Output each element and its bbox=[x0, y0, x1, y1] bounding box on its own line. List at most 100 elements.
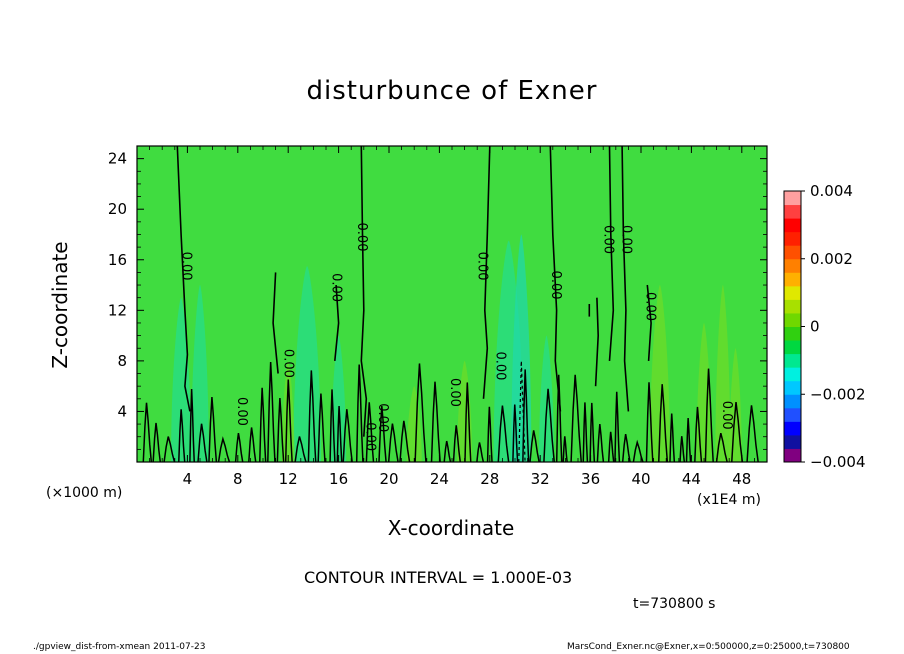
x-tick-label: 24 bbox=[430, 470, 449, 488]
y-tick-label: 24 bbox=[108, 150, 127, 168]
contour-line bbox=[549, 145, 562, 412]
x-axis-label-text: X-coordinate bbox=[387, 516, 515, 540]
contour-line bbox=[562, 436, 568, 463]
x-tick-label: 20 bbox=[379, 470, 398, 488]
contour-line bbox=[399, 420, 411, 463]
colorbar-tick-label: 0.004 bbox=[810, 182, 853, 200]
contour-line bbox=[329, 389, 336, 463]
contour-line bbox=[163, 436, 176, 463]
contour-line bbox=[555, 374, 563, 463]
contour-line bbox=[248, 427, 257, 463]
contour-label: 0.00 bbox=[363, 422, 378, 451]
contour-line bbox=[594, 297, 600, 387]
contour-line bbox=[307, 370, 317, 463]
contour-label: 0.00 bbox=[375, 403, 390, 432]
contour-line bbox=[336, 405, 343, 463]
colorbar-swatch bbox=[784, 367, 801, 382]
colorbar-swatch bbox=[784, 434, 801, 449]
contour-label: 0.00 bbox=[601, 225, 616, 254]
contour-line bbox=[197, 423, 208, 463]
contour-line bbox=[217, 436, 231, 463]
colorbar-tick-label: 0.002 bbox=[810, 250, 853, 268]
colorbar-swatch bbox=[784, 353, 801, 368]
contour-line bbox=[189, 388, 195, 463]
contour-line bbox=[365, 402, 375, 463]
contour-line bbox=[607, 431, 615, 463]
contour-line bbox=[152, 422, 162, 463]
contour-line bbox=[259, 387, 267, 463]
x-tick-label: 12 bbox=[279, 470, 298, 488]
colorbar-swatch bbox=[784, 258, 801, 273]
colorbar-swatch bbox=[784, 326, 801, 341]
contour-line bbox=[657, 384, 669, 463]
x-tick-label: 28 bbox=[480, 470, 499, 488]
contour-line bbox=[731, 401, 744, 463]
contour-line bbox=[486, 406, 493, 463]
contour-line bbox=[679, 436, 686, 463]
contour-line bbox=[342, 409, 353, 463]
contour-line bbox=[430, 381, 441, 463]
contour-line bbox=[646, 284, 652, 361]
field-plume bbox=[715, 285, 731, 462]
contour-line bbox=[685, 418, 692, 463]
contour-line bbox=[360, 145, 368, 437]
contour-line bbox=[621, 145, 630, 412]
contour-line bbox=[414, 363, 427, 463]
contour-line bbox=[746, 405, 759, 463]
contour-line bbox=[669, 413, 676, 463]
contour-label: 0.00 bbox=[234, 397, 249, 426]
contour-label: 0.00 bbox=[354, 223, 369, 252]
contour-lines bbox=[142, 145, 759, 463]
contour-line bbox=[208, 396, 218, 463]
contour-label: 0.00 bbox=[548, 271, 563, 300]
chart-title: disturbunce of Exner bbox=[306, 76, 598, 106]
colorbar-swatch bbox=[784, 231, 801, 246]
contour-line bbox=[272, 272, 279, 374]
colorbar-swatch bbox=[784, 312, 801, 327]
contour-label: 0.00 bbox=[618, 225, 633, 254]
contour-line bbox=[543, 388, 556, 463]
contour-line bbox=[355, 364, 364, 463]
footer-right: MarsCond_Exner.nc@Exner,x=0:500000,z=0:2… bbox=[567, 642, 850, 652]
contour-line bbox=[317, 393, 326, 463]
contour-line bbox=[596, 424, 605, 463]
contour-label: 0.00 bbox=[179, 252, 194, 281]
x-tick-label: 4 bbox=[183, 470, 193, 488]
contour-line bbox=[267, 362, 276, 463]
contour-line bbox=[464, 382, 472, 463]
contour-line bbox=[294, 436, 307, 463]
colorbar-tick-label: −0.004 bbox=[810, 453, 866, 471]
contour-line bbox=[378, 405, 387, 463]
contour-line bbox=[694, 406, 703, 463]
contour-line bbox=[704, 368, 714, 463]
contour-line bbox=[234, 432, 244, 463]
y-tick-label: 8 bbox=[117, 352, 127, 370]
colorbar-swatch bbox=[784, 407, 801, 422]
colorbar-swatch bbox=[784, 191, 801, 206]
colorbar-swatch bbox=[784, 340, 801, 355]
contour-line bbox=[176, 145, 191, 412]
colorbar-swatch bbox=[784, 204, 801, 219]
contour-label: 0.00 bbox=[642, 292, 657, 321]
colorbar-swatch bbox=[784, 218, 801, 233]
field-plume bbox=[191, 285, 209, 462]
colorbar-swatch bbox=[784, 421, 801, 436]
x-axis-label: X-coordinate bbox=[0, 516, 904, 540]
x-unit-label-2: (x1E4 m) bbox=[697, 492, 761, 508]
colorbar-swatch bbox=[784, 285, 801, 300]
contour-line bbox=[482, 145, 491, 399]
x-tick-label: 32 bbox=[531, 470, 550, 488]
colorbar-swatch bbox=[784, 245, 801, 260]
contour-label: 0.00 bbox=[475, 252, 490, 281]
contour-line bbox=[142, 402, 153, 463]
contour-line-negative bbox=[518, 360, 526, 463]
field-plume bbox=[457, 360, 473, 462]
colorbar-swatch bbox=[784, 394, 801, 409]
contour-interval: CONTOUR INTERVAL = 1.000E-03 bbox=[304, 568, 573, 587]
colorbar-swatch bbox=[784, 448, 801, 463]
contour-line bbox=[334, 284, 340, 361]
x-tick-label: 44 bbox=[682, 470, 701, 488]
contour-line bbox=[614, 391, 621, 463]
contour-label: 0.00 bbox=[719, 401, 734, 430]
